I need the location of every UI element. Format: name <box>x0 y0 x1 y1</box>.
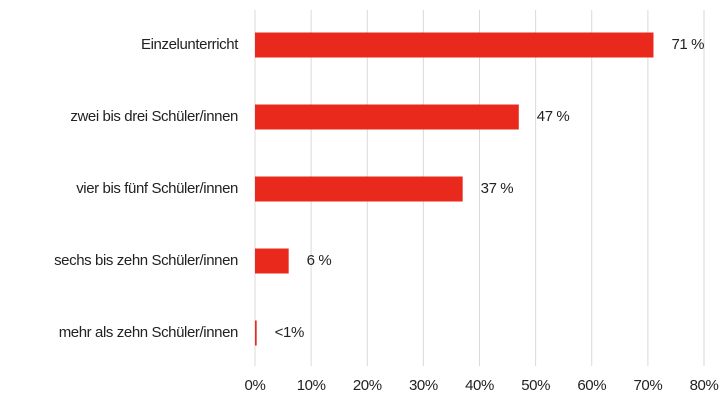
category-label: zwei bis drei Schüler/innen <box>70 108 238 125</box>
category-label: vier bis fünf Schüler/innen <box>76 180 238 197</box>
x-tick-label: 70% <box>633 377 662 394</box>
x-tick-label: 20% <box>353 377 382 394</box>
category-label: sechs bis zehn Schüler/innen <box>54 252 238 269</box>
x-tick-label: 50% <box>521 377 550 394</box>
bar <box>255 248 289 274</box>
bar <box>255 320 257 346</box>
value-label: 6 % <box>307 252 332 269</box>
bar <box>255 104 519 130</box>
x-tick-label: 60% <box>577 377 606 394</box>
bar <box>255 32 654 58</box>
x-tick-label: 40% <box>465 377 494 394</box>
x-tick-label: 30% <box>409 377 438 394</box>
value-label: 47 % <box>537 108 570 125</box>
value-label: 71 % <box>671 36 704 53</box>
x-tick-label: 80% <box>690 377 719 394</box>
category-label: Einzelunterricht <box>141 36 239 53</box>
category-label: mehr als zehn Schüler/innen <box>59 324 238 341</box>
bar <box>255 176 463 202</box>
value-label: 37 % <box>481 180 514 197</box>
x-tick-label: 0% <box>245 377 266 394</box>
x-tick-label: 10% <box>297 377 326 394</box>
value-label: <1% <box>275 324 304 341</box>
